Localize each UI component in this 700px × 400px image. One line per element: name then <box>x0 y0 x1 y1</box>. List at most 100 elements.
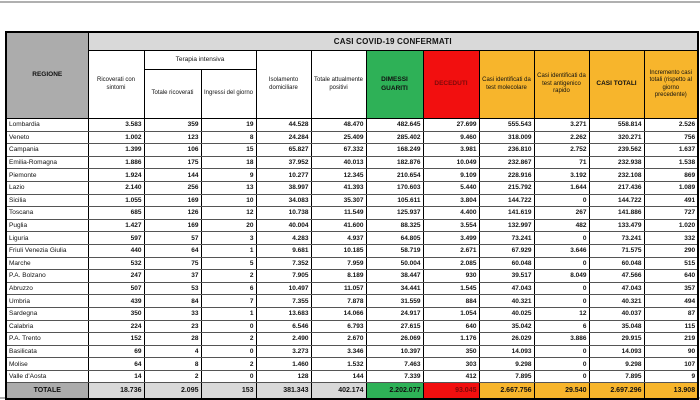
cell-isolamento-domiciliare: 7.355 <box>255 294 312 308</box>
cell-incremento-casi: 90 <box>643 344 699 359</box>
cell-regione: Lombardia <box>5 118 89 132</box>
cell-ingressi-del-giorno: 1 <box>200 243 257 258</box>
cell-test-molecolare: 132.997 <box>478 218 535 233</box>
table-row: Puglia 1.427 169 20 40.004 41.600 88.325 3.554 1… <box>5 218 699 233</box>
cell-ricoverati-con-sintomi: 224 <box>87 319 145 334</box>
cell-isolamento-domiciliare: 3.273 <box>255 344 312 359</box>
cell-test-molecolare: 318.009 <box>478 130 535 145</box>
cell-ingressi-del-giorno: 18 <box>200 155 257 170</box>
cell-totale-attualmente-positivi: 3.346 <box>310 344 367 359</box>
cell-incremento-casi: 491 <box>643 193 699 208</box>
cell-isolamento-domiciliare: 37.952 <box>255 155 312 170</box>
cell-totale-attualmente-positivi: 1.532 <box>310 357 367 371</box>
cell-test-molecolare: 2.667.756 <box>478 382 535 400</box>
cell-test-molecolare: 35.042 <box>478 319 535 334</box>
cell-test-antigenico: 3.886 <box>533 332 590 346</box>
cell-totale-ricoverati: 4 <box>143 344 202 359</box>
cell-incremento-casi: 9 <box>643 369 699 384</box>
cell-totale-ricoverati: 53 <box>143 281 202 296</box>
cell-incremento-casi: 219 <box>643 332 699 346</box>
cell-regione: Friuli Venezia Giulia <box>5 243 89 258</box>
cell-test-antigenico: 0 <box>533 357 590 371</box>
cell-totale-ricoverati: 169 <box>143 218 202 233</box>
cell-isolamento-domiciliare: 38.997 <box>255 180 312 195</box>
cell-dimessi-guariti: 50.004 <box>365 256 424 271</box>
cell-ricoverati-con-sintomi: 1.886 <box>87 155 145 170</box>
cell-casi-totali: 558.814 <box>588 118 645 132</box>
cell-casi-totali: 133.479 <box>588 218 645 233</box>
cell-test-antigenico: 3.192 <box>533 168 590 182</box>
cell-totale-attualmente-positivi: 41.600 <box>310 218 367 233</box>
cell-isolamento-domiciliare: 34.083 <box>255 193 312 208</box>
cell-regione: Toscana <box>5 206 89 220</box>
table-row: Basilicata 69 4 0 3.273 3.346 10.397 350 14.093 0… <box>5 344 699 359</box>
column-header-ingressi-del-giorno: Ingressi del giorno <box>200 69 257 119</box>
cell-totale-attualmente-positivi: 6.793 <box>310 319 367 334</box>
cell-regione: Sardegna <box>5 306 89 321</box>
table-row: Campania 1.399 106 15 65.827 67.332 168.249 3.9… <box>5 143 699 157</box>
table-row: P.A. Bolzano 247 37 2 7.905 8.189 38.447 930 39.… <box>5 269 699 283</box>
cell-casi-totali: 320.271 <box>588 130 645 145</box>
table-row: Molise 64 8 2 1.460 1.532 7.463 303 9.298 0 9.298 1… <box>5 357 699 371</box>
cell-test-antigenico: 3.646 <box>533 243 590 258</box>
cell-isolamento-domiciliare: 381.343 <box>255 382 312 400</box>
table-row: Emilia-Romagna 1.886 175 18 37.952 40.013 182.… <box>5 155 699 170</box>
cell-incremento-casi: 640 <box>643 269 699 283</box>
table-row: Piemonte 1.924 144 9 10.277 12.345 210.654 9.10… <box>5 168 699 182</box>
table-row: Umbria 439 84 7 7.355 7.878 31.559 884 40.321 0 40… <box>5 294 699 308</box>
cell-dimessi-guariti: 7.463 <box>365 357 424 371</box>
cell-totale-attualmente-positivi: 67.332 <box>310 143 367 157</box>
cell-deceduti: 9.109 <box>422 168 480 182</box>
cell-test-molecolare: 60.048 <box>478 256 535 271</box>
cell-totale-attualmente-positivi: 48.470 <box>310 118 367 132</box>
cell-isolamento-domiciliare: 10.277 <box>255 168 312 182</box>
column-header-test-molecolare: Casi identificati da test molecolare <box>478 50 535 119</box>
cell-incremento-casi: 332 <box>643 231 699 245</box>
cell-incremento-casi: 494 <box>643 294 699 308</box>
cell-ricoverati-con-sintomi: 440 <box>87 243 145 258</box>
cell-test-antigenico: 8.049 <box>533 269 590 283</box>
cell-deceduti: 9.460 <box>422 130 480 145</box>
cell-isolamento-domiciliare: 13.683 <box>255 306 312 321</box>
cell-test-molecolare: 40.025 <box>478 306 535 321</box>
cell-dimessi-guariti: 38.447 <box>365 269 424 283</box>
cell-totale-attualmente-positivi: 144 <box>310 369 367 384</box>
cell-isolamento-domiciliare: 7.352 <box>255 256 312 271</box>
cell-test-molecolare: 47.043 <box>478 281 535 296</box>
table-row: Lazio 2.140 256 13 38.997 41.393 170.603 5.440 2… <box>5 180 699 195</box>
cell-isolamento-domiciliare: 2.490 <box>255 332 312 346</box>
cell-ricoverati-con-sintomi: 64 <box>87 357 145 371</box>
cell-isolamento-domiciliare: 7.905 <box>255 269 312 283</box>
cell-ingressi-del-giorno: 7 <box>200 294 257 308</box>
cell-regione: Molise <box>5 357 89 371</box>
cell-ingressi-del-giorno: 15 <box>200 143 257 157</box>
cell-deceduti: 93.045 <box>422 382 480 400</box>
cell-deceduti: 640 <box>422 319 480 334</box>
cell-isolamento-domiciliare: 40.004 <box>255 218 312 233</box>
cell-dimessi-guariti: 285.402 <box>365 130 424 145</box>
cell-test-antigenico: 29.540 <box>533 382 590 400</box>
cell-casi-totali: 60.048 <box>588 256 645 271</box>
cell-ingressi-del-giorno: 2 <box>200 269 257 283</box>
cell-ingressi-del-giorno: 10 <box>200 193 257 208</box>
table-row: Toscana 685 126 12 10.738 11.549 125.937 4.400 1… <box>5 206 699 220</box>
cell-test-antigenico: 0 <box>533 344 590 359</box>
table-row: Calabria 224 23 0 6.546 6.793 27.615 640 35.042 6… <box>5 319 699 334</box>
cell-casi-totali: 73.241 <box>588 231 645 245</box>
cell-dimessi-guariti: 27.615 <box>365 319 424 334</box>
cell-test-antigenico: 2.262 <box>533 130 590 145</box>
cell-casi-totali: 47.043 <box>588 281 645 296</box>
cell-ricoverati-con-sintomi: 152 <box>87 332 145 346</box>
cell-totale-attualmente-positivi: 4.937 <box>310 231 367 245</box>
cell-totale-attualmente-positivi: 11.549 <box>310 206 367 220</box>
column-header-incremento-casi: Incremento casi totali (rispetto al gior… <box>643 50 699 119</box>
cell-incremento-casi: 87 <box>643 306 699 321</box>
cell-deceduti: 3.499 <box>422 231 480 245</box>
cell-ricoverati-con-sintomi: 507 <box>87 281 145 296</box>
cell-test-molecolare: 40.321 <box>478 294 535 308</box>
cell-ricoverati-con-sintomi: 3.583 <box>87 118 145 132</box>
cell-ricoverati-con-sintomi: 439 <box>87 294 145 308</box>
cell-test-antigenico: 1.644 <box>533 180 590 195</box>
cell-regione: Puglia <box>5 218 89 233</box>
